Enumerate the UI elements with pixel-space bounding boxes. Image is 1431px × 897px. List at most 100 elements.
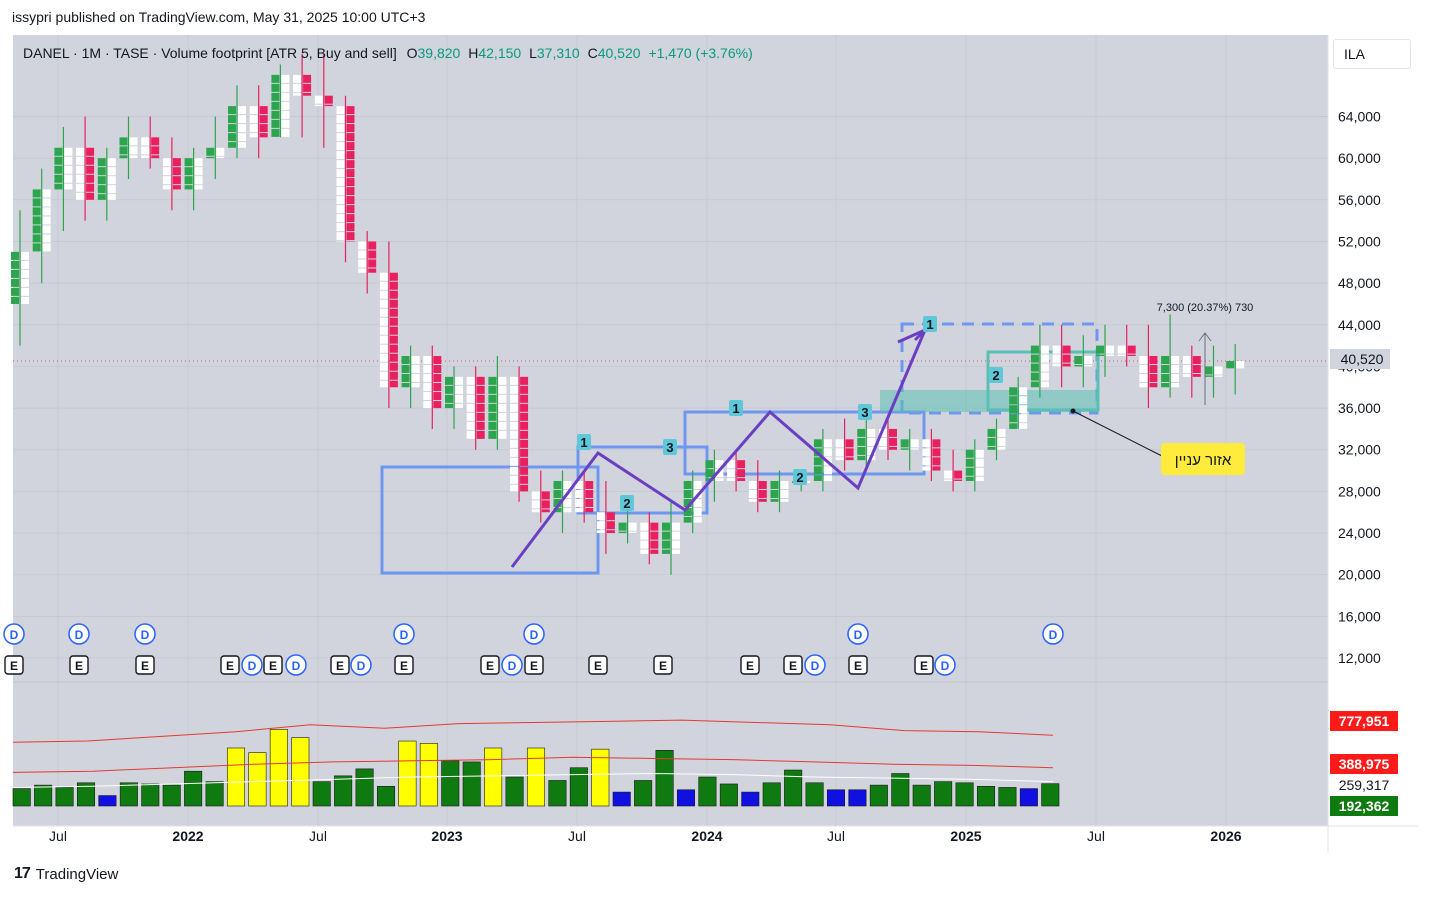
y-tick-label: 52,000: [1338, 233, 1381, 249]
candle: [944, 470, 963, 481]
footprint-cell: [64, 183, 73, 190]
footprint-cell: [476, 430, 485, 439]
footprint-cell: [780, 480, 789, 489]
footprint-cell: [563, 507, 572, 513]
footprint-cell: [281, 119, 290, 128]
footprint-cell: [379, 290, 388, 299]
footprint-cell: [520, 475, 529, 484]
footprint-cell: [1204, 375, 1213, 377]
footprint-cell: [879, 437, 887, 446]
footprint-cell: [975, 476, 984, 481]
footprint-cell: [813, 439, 822, 448]
footprint-cell: [780, 489, 789, 498]
footprint-cell: [336, 223, 345, 232]
footprint-cell: [314, 104, 323, 107]
footprint-cell: [346, 133, 355, 142]
footprint-cell: [1204, 366, 1213, 375]
footprint-cell: [172, 167, 181, 176]
footprint-cell: [346, 178, 355, 187]
footprint-cell: [488, 430, 497, 439]
volume-bar: [569, 767, 588, 807]
footprint-cell: [238, 106, 246, 115]
footprint-cell: [172, 185, 181, 190]
callout-dot: [1070, 408, 1076, 414]
wave-label-bg: [858, 404, 872, 420]
earnings-badge: [4, 655, 24, 675]
volume-band-low: [12, 773, 1054, 788]
footprint-cell: [54, 147, 63, 156]
candle: [705, 460, 724, 481]
footprint-cell: [541, 509, 550, 513]
volume-low-tag: [1330, 775, 1398, 795]
footprint-cell: [910, 448, 919, 450]
footprint-cell: [433, 356, 442, 365]
currency-selector[interactable]: ILA: [1333, 39, 1411, 69]
footprint-cell: [520, 421, 529, 430]
dividend-badge-label: D: [530, 628, 539, 642]
footprint-cell: [1040, 363, 1049, 372]
volume-bar: [55, 787, 74, 807]
footprint-cell: [389, 290, 398, 299]
footprint-cell: [445, 394, 453, 403]
candle: [640, 522, 659, 554]
footprint-cell: [922, 466, 931, 471]
footprint-cell: [76, 183, 85, 192]
x-tick-label: 2025: [950, 828, 981, 844]
footprint-cell: [11, 251, 19, 260]
volume-bar: [976, 785, 996, 807]
footprint-cell: [965, 449, 974, 458]
footprint-cell: [346, 124, 355, 133]
footprint-cell: [336, 205, 345, 214]
footprint-cell: [1192, 356, 1201, 365]
footprint-cell: [271, 101, 280, 110]
footprint-cell: [1161, 374, 1170, 383]
footprint-cell: [965, 476, 974, 481]
y-tick-label: 32,000: [1338, 442, 1381, 458]
candle: [770, 480, 789, 502]
earnings-badge: [330, 655, 350, 675]
y-tick-label: 56,000: [1338, 192, 1381, 208]
footprint-cell: [249, 124, 258, 133]
footprint-cell: [932, 448, 941, 457]
footprint-cell: [770, 489, 779, 498]
footprint-cell: [758, 498, 767, 502]
footprint-cell: [476, 403, 485, 412]
candle: [1182, 356, 1201, 377]
footprint-cell: [466, 394, 475, 403]
footprint-cell: [498, 421, 507, 430]
candle: [271, 74, 290, 137]
footprint-cell: [11, 269, 19, 278]
footprint-cell: [1182, 365, 1191, 374]
footprint-cell: [857, 455, 866, 461]
footprint-cell: [42, 243, 51, 252]
footprint-cell: [683, 498, 692, 507]
dividend-badge: [350, 654, 372, 676]
footprint-cell: [1139, 383, 1148, 388]
time-axis-pane: [13, 826, 1418, 852]
footprint-cell: [423, 374, 432, 383]
footprint-cell: [488, 394, 497, 403]
footprint-cell: [11, 287, 19, 296]
footprint-cell: [1192, 374, 1201, 377]
tradingview-logo[interactable]: 17 TradingView: [14, 865, 118, 883]
footprint-cell: [770, 498, 779, 502]
footprint-cell: [346, 169, 355, 178]
footprint-cell: [238, 133, 246, 142]
dividend-badge: [804, 654, 826, 676]
symbol-legend: DANEL · 1M · TASE · Volume footprint [AT…: [23, 45, 753, 61]
dividend-badge-label: D: [1049, 628, 1058, 642]
footprint-cell: [466, 376, 475, 385]
footprint-cell: [336, 124, 345, 133]
footprint-cell: [86, 174, 95, 183]
volume-bar: [891, 773, 910, 807]
footprint-cell: [281, 92, 290, 101]
footprint-cell: [162, 167, 171, 176]
footprint-cell: [379, 281, 388, 290]
footprint-cell: [151, 146, 160, 155]
footprint-cell: [21, 260, 29, 269]
footprint-cell: [358, 241, 367, 250]
earnings-badge: [394, 655, 414, 675]
footprint-cell: [119, 155, 128, 159]
volume-last-tag: [1330, 796, 1398, 816]
